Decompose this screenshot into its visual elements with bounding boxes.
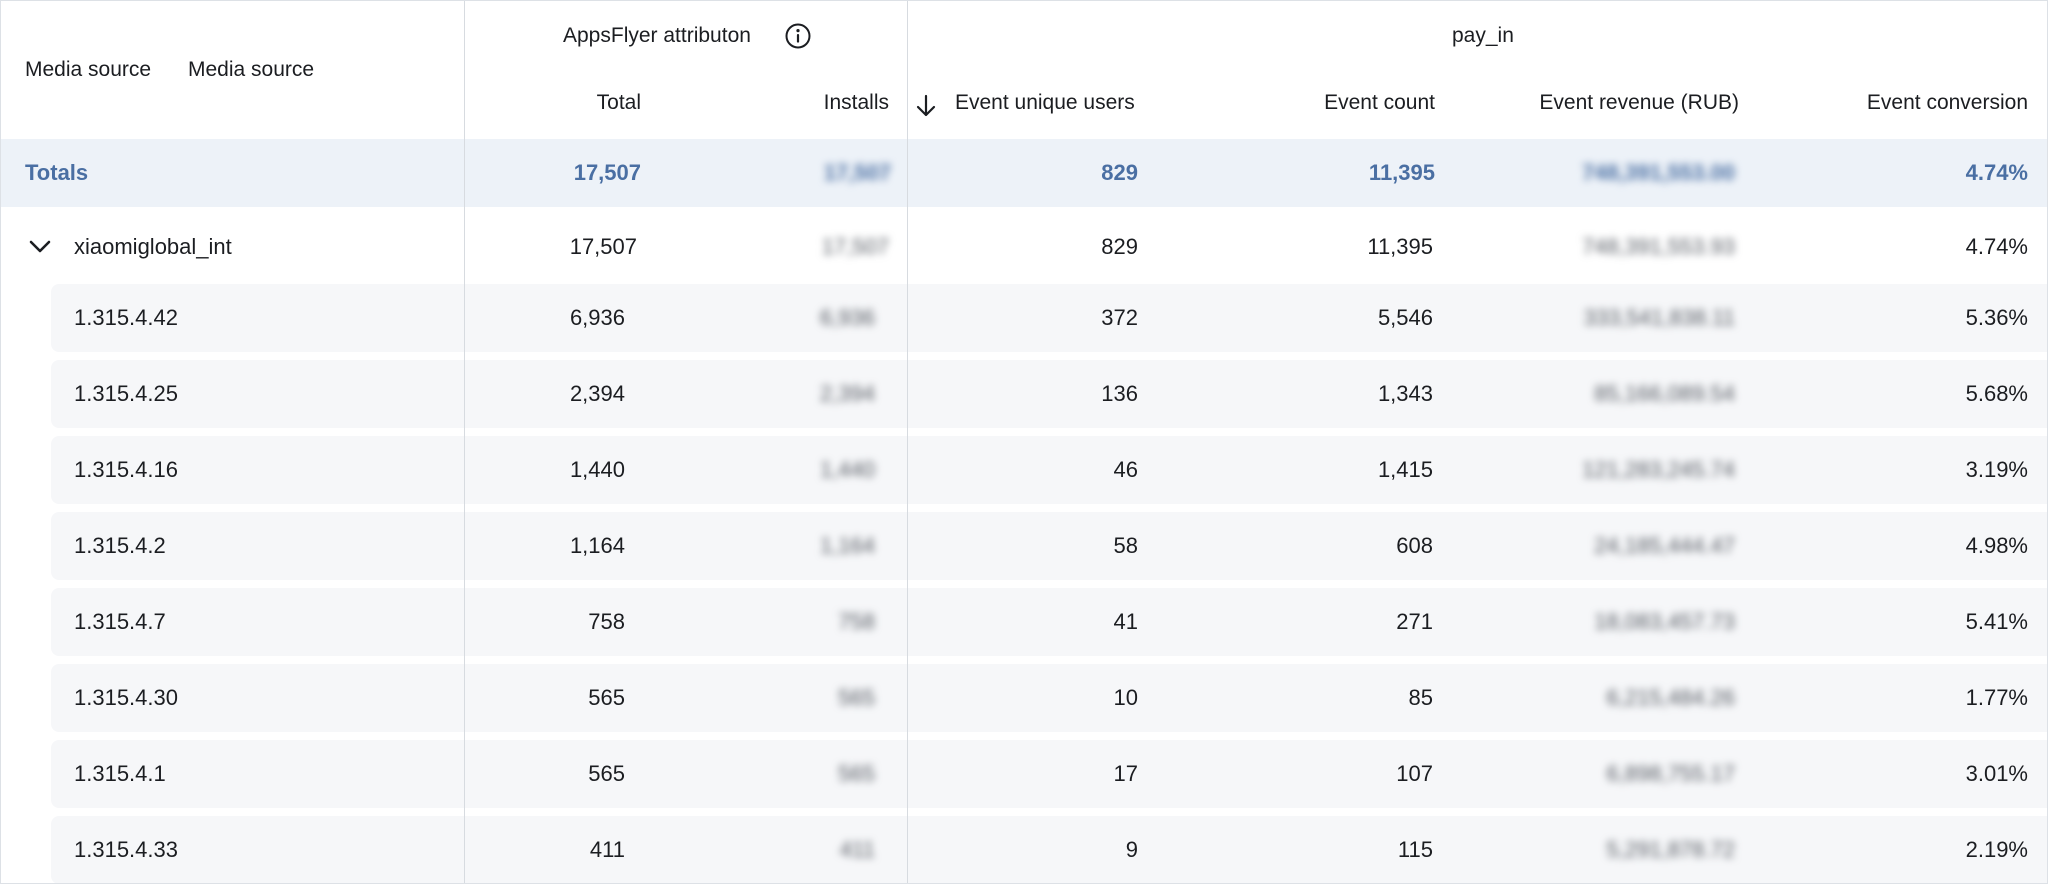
row-label: 1.315.4.7 <box>74 609 166 634</box>
row-installs: 2,394 <box>819 381 875 406</box>
totals-event-unique-users: 829 <box>1101 160 1138 185</box>
column-header-total[interactable]: Total <box>596 91 641 114</box>
row-event-conversion: 5.36% <box>1965 305 2028 330</box>
row-label: 1.315.4.33 <box>74 837 178 862</box>
row-event-revenue: 85,166,089.54 <box>1594 381 1735 406</box>
row-installs: 6,936 <box>819 305 875 330</box>
row-event-conversion: 1.77% <box>1965 685 2028 710</box>
chevron-down-icon[interactable] <box>27 236 53 256</box>
row-event-conversion: 5.68% <box>1965 381 2028 406</box>
row-total: 411 <box>589 837 625 862</box>
row-event-revenue: 6,898,755.17 <box>1606 761 1735 786</box>
row-label: 1.315.4.2 <box>74 533 166 558</box>
row-event-unique-users: 136 <box>1101 381 1138 406</box>
row-installs: 758 <box>838 609 875 634</box>
row-event-conversion: 2.19% <box>1965 837 2028 862</box>
row-event-conversion: 4.98% <box>1965 533 2028 558</box>
row-total: 1,164 <box>569 533 625 558</box>
column-divider <box>907 1 908 883</box>
row-event-revenue: 18,083,457.73 <box>1594 609 1735 634</box>
totals-installs: 17,507 <box>823 160 891 185</box>
row-event-unique-users: 372 <box>1101 305 1138 330</box>
row-label: 1.315.4.25 <box>74 381 178 406</box>
dimension-header-1[interactable]: Media source <box>25 58 152 81</box>
row-event-unique-users: 41 <box>1113 609 1138 634</box>
totals-label: Totals <box>25 160 89 185</box>
row-event-revenue: 24,185,444.47 <box>1594 533 1735 558</box>
group-total: 17,507 <box>569 234 637 259</box>
row-installs: 1,164 <box>819 533 875 558</box>
row-event-revenue: 333,541,838.11 <box>1583 305 1735 330</box>
row-installs: 411 <box>839 837 875 862</box>
row-total: 565 <box>588 685 625 710</box>
row-event-count: 1,415 <box>1377 457 1433 482</box>
row-event-count: 107 <box>1396 761 1433 786</box>
row-event-conversion: 5.41% <box>1965 609 2028 634</box>
appsflyer-group-header: AppsFlyer attributon <box>563 24 751 47</box>
row-event-count: 608 <box>1396 533 1433 558</box>
row-installs: 565 <box>838 685 875 710</box>
row-event-unique-users: 9 <box>1125 837 1138 862</box>
row-event-revenue: 5,291,878.72 <box>1606 837 1735 862</box>
row-label: 1.315.4.30 <box>74 685 178 710</box>
group-label[interactable]: xiaomiglobal_int <box>74 234 232 259</box>
arrow-down-icon[interactable] <box>915 94 937 118</box>
row-event-count: 271 <box>1396 609 1433 634</box>
row-label: 1.315.4.42 <box>74 305 178 330</box>
row-label: 1.315.4.1 <box>74 761 166 786</box>
row-total: 1,440 <box>569 457 625 482</box>
row-event-unique-users: 58 <box>1113 533 1138 558</box>
row-event-count: 5,546 <box>1377 305 1433 330</box>
totals-event-count: 11,395 <box>1368 160 1435 185</box>
column-divider <box>464 1 465 883</box>
group-event-count: 11,395 <box>1367 234 1433 259</box>
column-header-installs[interactable]: Installs <box>823 91 889 114</box>
group-event-revenue: 748,391,553.93 <box>1582 234 1735 259</box>
row-total: 2,394 <box>569 381 625 406</box>
group-event-unique-users: 829 <box>1101 234 1138 259</box>
row-event-unique-users: 17 <box>1113 761 1138 786</box>
row-event-unique-users: 10 <box>1113 685 1138 710</box>
row-event-unique-users: 46 <box>1113 457 1138 482</box>
group-installs: 17,507 <box>821 234 889 259</box>
row-event-revenue: 121,283,245.74 <box>1582 457 1735 482</box>
row-event-conversion: 3.19% <box>1965 457 2028 482</box>
row-event-count: 115 <box>1397 837 1433 862</box>
column-header-event-revenue[interactable]: Event revenue (RUB) <box>1539 91 1739 114</box>
row-event-count: 1,343 <box>1377 381 1433 406</box>
row-installs: 1,440 <box>819 457 875 482</box>
row-installs: 565 <box>838 761 875 786</box>
row-total: 6,936 <box>569 305 625 330</box>
row-event-revenue: 6,215,484.26 <box>1606 685 1735 710</box>
row-label: 1.315.4.16 <box>74 457 178 482</box>
totals-total: 17,507 <box>573 160 641 185</box>
totals-row <box>1 139 2047 207</box>
row-total: 565 <box>588 761 625 786</box>
event-group-header: pay_in <box>1452 24 1514 47</box>
row-event-conversion: 3.01% <box>1965 761 2028 786</box>
column-header-event-count[interactable]: Event count <box>1324 91 1435 114</box>
info-circle-icon[interactable] <box>784 22 812 50</box>
row-total: 758 <box>588 609 625 634</box>
totals-event-conversion: 4.74% <box>1965 160 2028 185</box>
group-event-conversion: 4.74% <box>1965 234 2028 259</box>
column-header-event-unique-users[interactable]: Event unique users <box>955 91 1135 114</box>
dimension-header-2[interactable]: Media source <box>188 58 315 81</box>
row-event-count: 85 <box>1408 685 1433 710</box>
column-header-event-conversion[interactable]: Event conversion <box>1866 91 2028 114</box>
totals-event-revenue: 748,391,553.00 <box>1582 160 1735 185</box>
